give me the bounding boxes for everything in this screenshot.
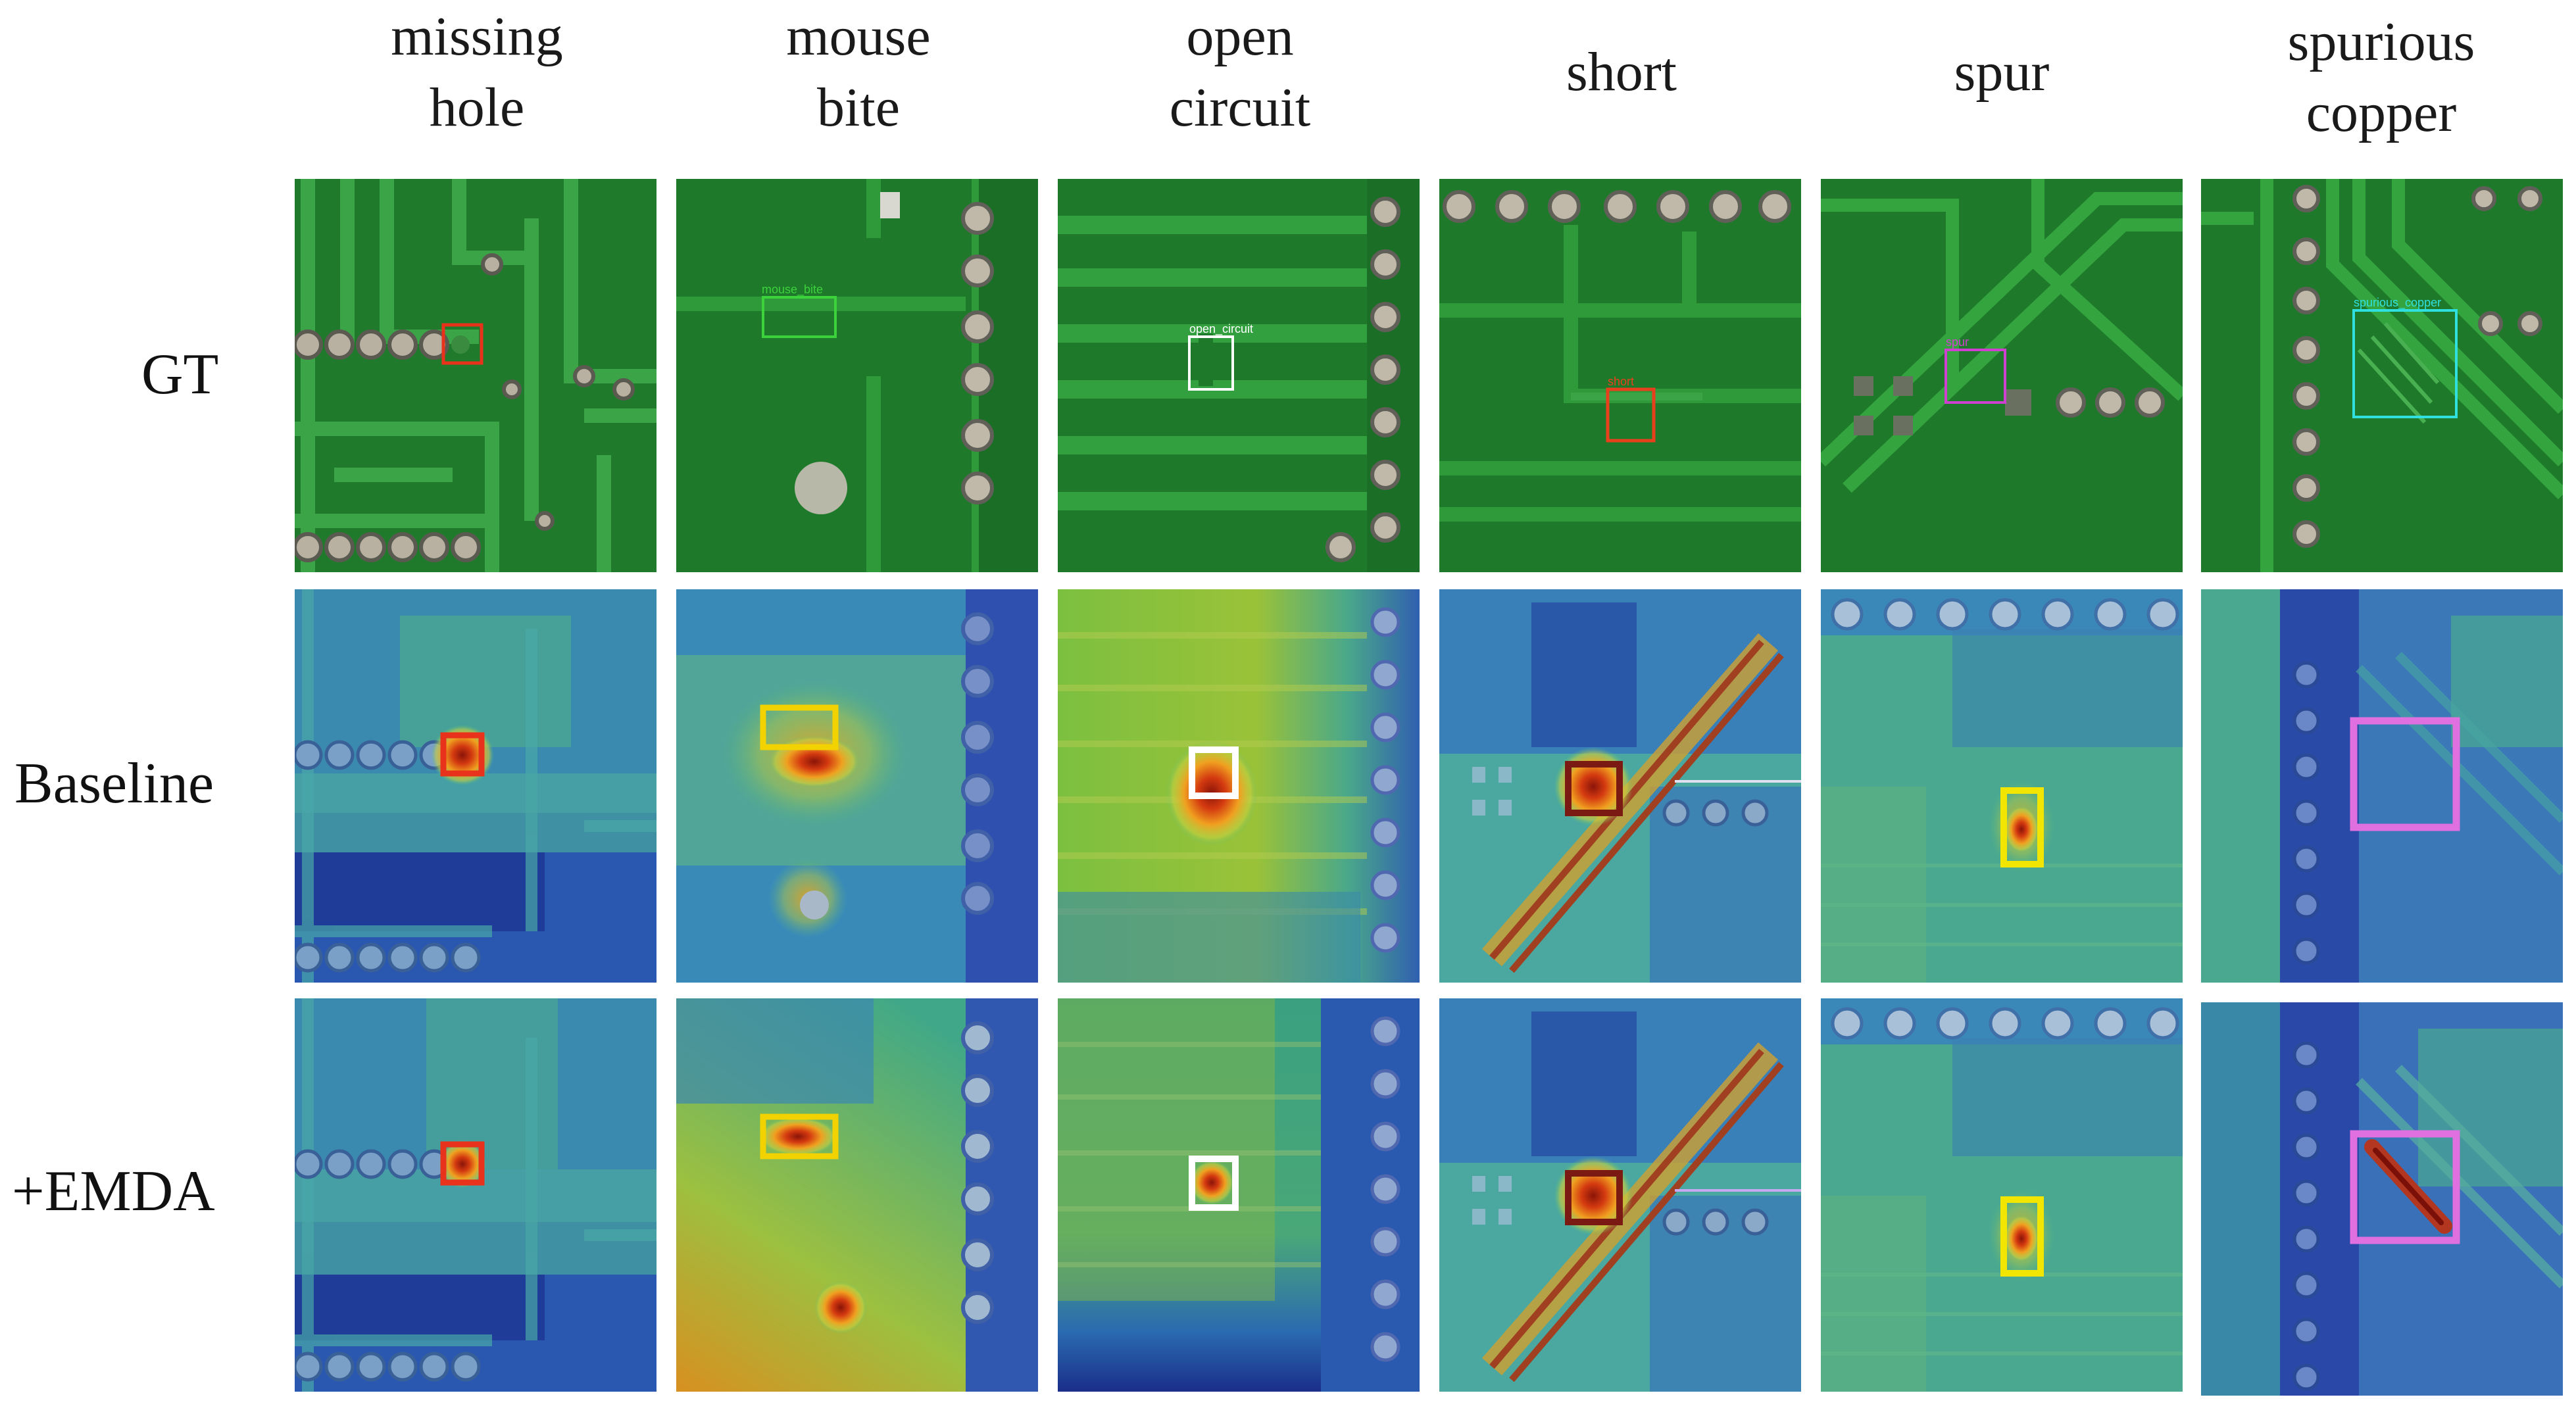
emda-spurious-copper-box [2350, 1130, 2460, 1244]
emda-missing-hole-heatmap [295, 998, 656, 1392]
gt-spurious-copper-box [2352, 309, 2458, 418]
row-label-gt: GT [141, 343, 219, 406]
baseline-spurious-copper-box [2350, 717, 2460, 831]
gt-short-image: short [1439, 179, 1801, 572]
gt-short-annotation: short [1608, 375, 1634, 388]
gt-missing-hole-box [441, 323, 483, 365]
column-header-short: short [1566, 41, 1677, 103]
gt-open-circuit-annotation: open_circuit [1189, 322, 1253, 336]
emda-short-box [1565, 1170, 1623, 1225]
baseline-mouse-bite-heatmap [676, 589, 1038, 983]
gt-spur-image: spur [1821, 179, 2183, 572]
baseline-open-circuit-box [1189, 746, 1239, 799]
gt-short-box [1606, 387, 1656, 443]
emda-short-heatmap [1439, 998, 1801, 1392]
row-label-baseline: Baseline [14, 752, 214, 816]
gt-mouse-bite-annotation: mouse_bite [762, 283, 823, 297]
baseline-short-heatmap [1439, 589, 1801, 983]
column-header-missing-hole: missing hole [391, 6, 563, 138]
baseline-open-circuit-heatmap [1058, 589, 1420, 983]
gt-spur-box [1944, 349, 2006, 404]
gt-missing-hole-image [295, 179, 656, 572]
emda-missing-hole-box [440, 1141, 485, 1186]
baseline-mouse-bite-box [760, 704, 839, 750]
column-header-open-circuit: open circuit [1169, 6, 1311, 138]
gt-spur-annotation: spur [1946, 335, 1969, 349]
emda-open-circuit-box [1189, 1156, 1239, 1211]
emda-mouse-bite-heatmap [676, 998, 1038, 1392]
emda-open-circuit-heatmap [1058, 998, 1420, 1392]
emda-spur-box [2000, 1196, 2044, 1277]
column-header-spur: spur [1954, 41, 2050, 103]
column-header-mouse-bite: mouse bite [786, 6, 931, 138]
baseline-missing-hole-heatmap [295, 589, 656, 983]
baseline-spurious-copper-heatmap [2201, 589, 2563, 983]
gt-mouse-bite-image: mouse_bite [676, 179, 1038, 572]
emda-spurious-copper-heatmap [2201, 1002, 2563, 1396]
emda-spur-heatmap [1821, 998, 2183, 1392]
column-header-spurious-copper: spurious copper [2287, 11, 2475, 143]
gt-spurious-copper-image: spurious_copper [2201, 179, 2563, 572]
gt-open-circuit-box [1188, 335, 1234, 391]
baseline-spur-heatmap [1821, 589, 2183, 983]
gt-mouse-bite-box [762, 296, 837, 338]
baseline-short-box [1565, 761, 1623, 816]
baseline-spur-box [2000, 787, 2044, 867]
row-label-emda: +EMDA [12, 1160, 215, 1223]
baseline-missing-hole-box [440, 732, 485, 777]
gt-open-circuit-image: open_circuit [1058, 179, 1420, 572]
emda-mouse-bite-box [760, 1113, 839, 1160]
gt-spurious-copper-annotation: spurious_copper [2354, 296, 2441, 310]
